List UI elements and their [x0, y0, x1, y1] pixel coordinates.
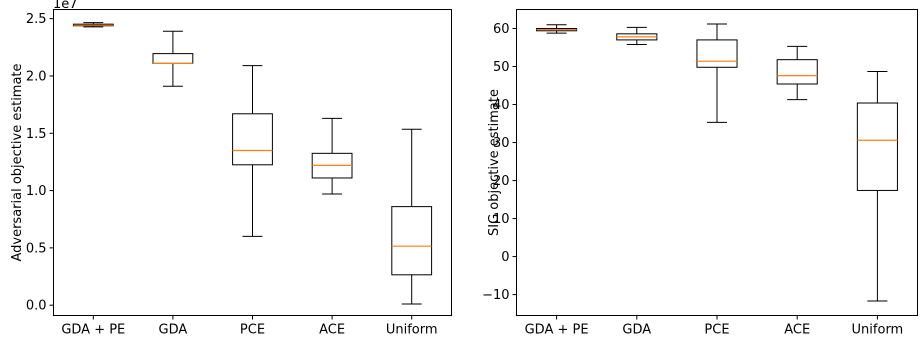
- x-tick-label: Uniform: [386, 323, 438, 338]
- iqr-box: [391, 206, 433, 276]
- box-series: [536, 23, 898, 302]
- box-gda: [152, 30, 194, 87]
- box-ace: [311, 117, 353, 195]
- iqr-box: [232, 113, 273, 166]
- iqr-box: [776, 59, 818, 85]
- box-pce: [232, 65, 273, 237]
- x-axis-ticks: GDA + PE GDA PCE ACE Uniform: [525, 315, 904, 338]
- x-tick-label: ACE: [319, 323, 345, 338]
- box-gda-pe: [72, 22, 114, 28]
- y-tick-label: 0.5: [26, 241, 47, 256]
- iqr-box: [152, 53, 194, 64]
- x-axis-ticks: GDA + PE GDA PCE ACE Uniform: [61, 315, 438, 338]
- x-tick-label: GDA: [622, 323, 651, 338]
- x-tick-label: ACE: [784, 323, 810, 338]
- box-series: [72, 22, 433, 305]
- y-tick-label: 2.5: [26, 12, 47, 27]
- sig-objective-chart: −10 0 10 20 30 40 50 60 GDA + PE GDA PCE ACE Unifor…: [482, 9, 918, 338]
- x-tick-label: GDA + PE: [525, 323, 589, 338]
- y-axis-label: Adversarial objective estimate: [10, 63, 25, 261]
- iqr-box: [856, 102, 898, 191]
- box-gda: [616, 26, 658, 45]
- y-tick-label: 30: [493, 136, 510, 151]
- box-ace: [776, 45, 818, 101]
- y-tick-label: 60: [493, 22, 510, 37]
- y-axis-ticks: 0.0 0.5 1.0 1.5 2.0 2.5: [26, 12, 54, 314]
- x-tick-label: GDA + PE: [61, 323, 125, 338]
- y-tick-label: 1.0: [26, 184, 47, 199]
- box-uniform: [856, 70, 898, 302]
- y-tick-label: 10: [493, 212, 510, 227]
- axis-scale-label: 1e7: [53, 0, 78, 12]
- y-tick-label: 40: [493, 98, 510, 113]
- y-tick-label: −10: [482, 288, 509, 303]
- y-tick-label: 50: [493, 60, 510, 75]
- box-pce: [696, 23, 738, 123]
- adversarial-objective-chart: 1e7 0.0 0.5 1.0 1.5 2.0 2.5 GDA + PE GDA PCE ACE…: [10, 0, 452, 338]
- box-uniform: [391, 128, 433, 305]
- x-tick-label: PCE: [704, 323, 729, 338]
- y-tick-label: 0.0: [26, 299, 47, 314]
- box-gda-pe: [536, 24, 578, 34]
- y-tick-label: 0: [501, 250, 509, 265]
- x-tick-label: GDA: [159, 323, 188, 338]
- iqr-box: [696, 39, 738, 68]
- x-tick-label: Uniform: [852, 323, 904, 338]
- y-axis-label: SIG objective estimate: [487, 89, 502, 236]
- y-axis-ticks: −10 0 10 20 30 40 50 60: [482, 22, 517, 303]
- y-tick-label: 1.5: [26, 127, 47, 142]
- x-tick-label: PCE: [240, 323, 265, 338]
- y-tick-label: 20: [493, 174, 510, 189]
- y-tick-label: 2.0: [26, 69, 47, 84]
